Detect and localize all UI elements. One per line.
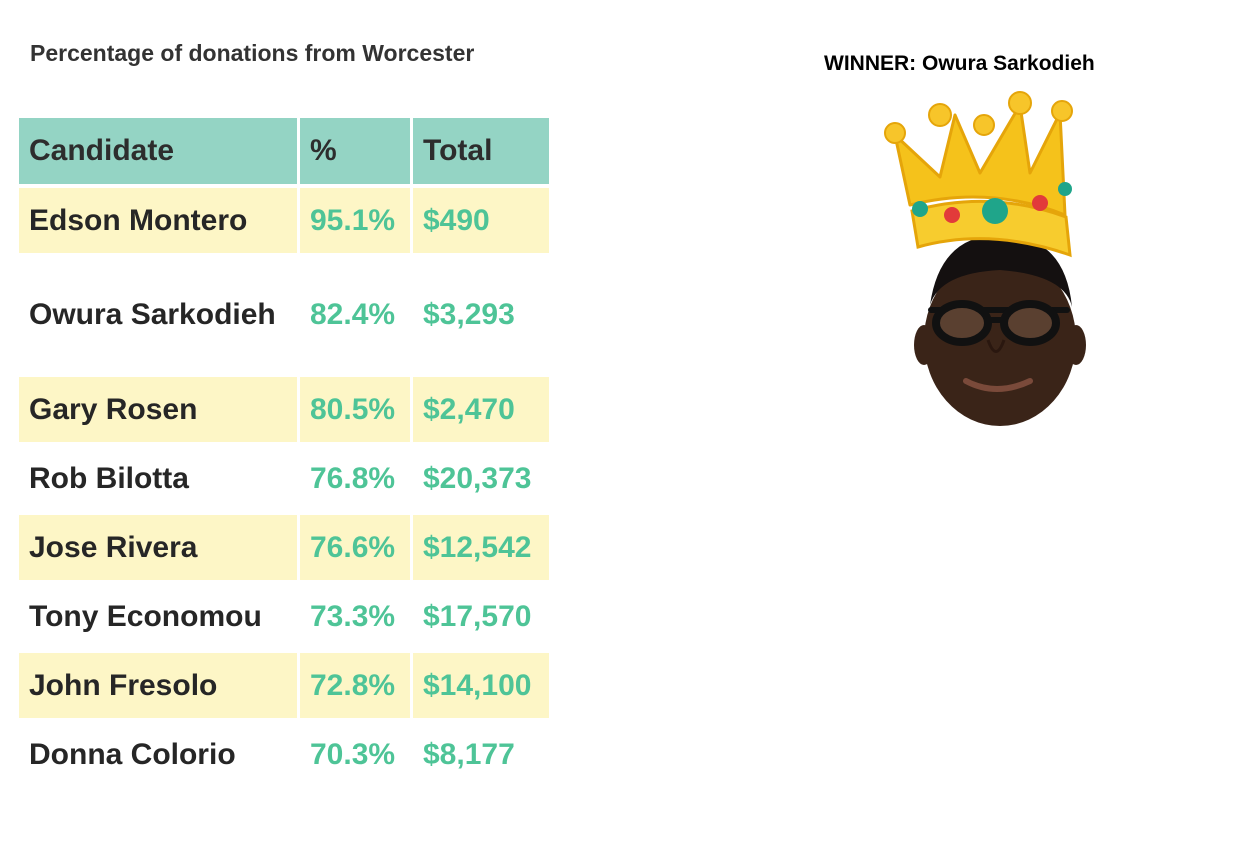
table-row: Donna Colorio 70.3% $8,177 (19, 722, 549, 787)
crown-icon (884, 91, 1073, 258)
candidate-name-cell: Donna Colorio (19, 722, 297, 787)
percent-cell: 80.5% (300, 377, 410, 442)
total-cell: $2,470 (413, 377, 549, 442)
winner-portrait (880, 85, 1110, 440)
total-cell: $8,177 (413, 722, 549, 787)
candidate-name-cell: Rob Bilotta (19, 446, 297, 511)
total-cell: $20,373 (413, 446, 549, 511)
total-cell: $17,570 (413, 584, 549, 649)
candidate-name-cell: Edson Montero (19, 188, 297, 253)
table-row: Edson Montero 95.1% $490 (19, 188, 549, 253)
donations-table: Candidate % Total Edson Montero 95.1% $4… (16, 114, 552, 791)
percent-cell: 73.3% (300, 584, 410, 649)
table-row: Owura Sarkodieh 82.4% $3,293 (19, 257, 549, 373)
total-cell: $12,542 (413, 515, 549, 580)
percent-cell: 72.8% (300, 653, 410, 718)
table-row: John Fresolo 72.8% $14,100 (19, 653, 549, 718)
winner-label: WINNER: Owura Sarkodieh (824, 52, 1095, 75)
table-row: Tony Economou 73.3% $17,570 (19, 584, 549, 649)
candidate-name-cell: John Fresolo (19, 653, 297, 718)
candidate-name-cell: Jose Rivera (19, 515, 297, 580)
column-header-candidate: Candidate (19, 118, 297, 184)
table-row: Jose Rivera 76.6% $12,542 (19, 515, 549, 580)
crowned-portrait-icon (884, 91, 1086, 426)
table-row: Rob Bilotta 76.8% $20,373 (19, 446, 549, 511)
column-header-total: Total (413, 118, 549, 184)
percent-cell: 70.3% (300, 722, 410, 787)
percent-cell: 76.8% (300, 446, 410, 511)
table-row: Gary Rosen 80.5% $2,470 (19, 377, 549, 442)
total-cell: $14,100 (413, 653, 549, 718)
percent-cell: 82.4% (300, 257, 410, 373)
candidate-name-cell: Tony Economou (19, 584, 297, 649)
percent-cell: 95.1% (300, 188, 410, 253)
total-cell: $3,293 (413, 257, 549, 373)
candidate-name-cell: Gary Rosen (19, 377, 297, 442)
total-cell: $490 (413, 188, 549, 253)
column-header-percent: % (300, 118, 410, 184)
candidate-name-cell: Owura Sarkodieh (19, 257, 297, 373)
percent-cell: 76.6% (300, 515, 410, 580)
portrait-face-icon (914, 235, 1086, 426)
table-header-row: Candidate % Total (19, 118, 549, 184)
page-title: Percentage of donations from Worcester (30, 40, 475, 66)
